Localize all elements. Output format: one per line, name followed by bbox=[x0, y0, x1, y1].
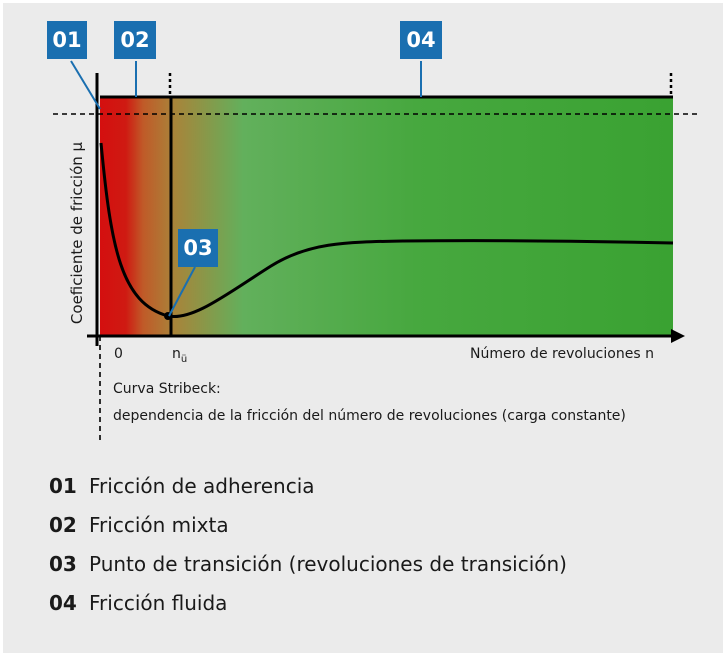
legend-text: Fricción mixta bbox=[89, 513, 229, 537]
figure-panel: 01 02 03 04 Coeficiente de fricción μ 0 … bbox=[3, 3, 723, 653]
caption-text: dependencia de la fricción del número de… bbox=[113, 408, 626, 424]
legend-item: 03 Punto de transición (revoluciones de t… bbox=[49, 552, 567, 576]
x-tick-zero: 0 bbox=[114, 346, 123, 362]
caption-title: Curva Stribeck: bbox=[113, 381, 221, 397]
x-tick-transition-subscript: ü bbox=[180, 353, 188, 365]
callout-03-leader bbox=[168, 266, 196, 317]
callout-04: 04 bbox=[400, 21, 442, 59]
legend-item: 04 Fricción fluida bbox=[49, 591, 227, 615]
legend-number: 02 bbox=[49, 513, 77, 537]
legend-text: Punto de transición (revoluciones de tra… bbox=[89, 552, 567, 576]
legend-item: 01 Fricción de adherencia bbox=[49, 474, 315, 498]
legend-item: 02 Fricción mixta bbox=[49, 513, 229, 537]
legend-text: Fricción de adherencia bbox=[89, 474, 315, 498]
x-axis-label: Número de revoluciones n bbox=[470, 346, 654, 362]
legend-number: 01 bbox=[49, 474, 77, 498]
legend-number: 03 bbox=[49, 552, 77, 576]
legend-number: 04 bbox=[49, 591, 77, 615]
friction-zone-background bbox=[100, 97, 673, 336]
x-tick-transition-symbol: n bbox=[172, 346, 181, 362]
callout-02: 02 bbox=[114, 21, 156, 59]
stribeck-curve bbox=[99, 142, 674, 319]
y-axis-label: Coeficiente de fricción μ bbox=[68, 141, 86, 325]
x-tick-transition: nü bbox=[172, 346, 187, 365]
x-axis-arrow bbox=[671, 329, 685, 343]
callout-01: 01 bbox=[47, 21, 87, 59]
stribeck-diagram bbox=[53, 60, 697, 440]
callout-03: 03 bbox=[178, 229, 218, 267]
callout-01-leader bbox=[70, 60, 101, 110]
legend-text: Fricción fluida bbox=[89, 591, 228, 615]
